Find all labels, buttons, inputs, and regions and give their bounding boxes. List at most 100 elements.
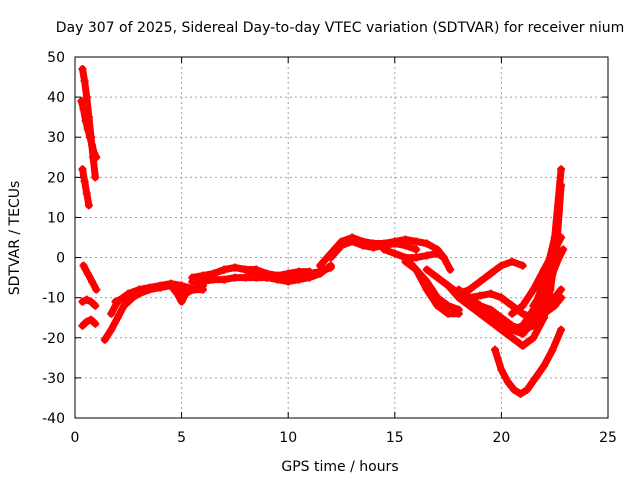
data-point xyxy=(90,149,99,158)
data-point xyxy=(444,301,453,310)
data-point xyxy=(113,313,122,322)
data-point xyxy=(81,117,90,126)
data-point xyxy=(510,385,519,394)
series-t13 xyxy=(210,264,313,282)
data-layer xyxy=(77,65,568,398)
data-point xyxy=(412,265,421,274)
data-point xyxy=(433,293,442,302)
data-point xyxy=(529,301,538,310)
data-point xyxy=(111,297,120,306)
data-point xyxy=(83,269,92,278)
data-point xyxy=(130,289,139,298)
y-axis-label: SDTVAR / TECUs xyxy=(7,181,23,296)
data-point xyxy=(508,333,517,342)
data-point xyxy=(531,373,540,382)
x-tick-label: 10 xyxy=(279,430,297,446)
data-point xyxy=(439,253,448,262)
data-point xyxy=(454,305,463,314)
data-point xyxy=(92,285,101,294)
data-point xyxy=(369,243,378,252)
data-point xyxy=(454,289,463,298)
plot-frame xyxy=(74,56,609,419)
x-tick-label: 5 xyxy=(177,430,186,446)
data-point xyxy=(84,201,93,210)
data-point xyxy=(337,241,346,250)
data-point xyxy=(305,269,314,278)
data-point xyxy=(326,253,335,262)
data-point xyxy=(422,239,431,248)
data-point xyxy=(85,133,94,142)
data-point xyxy=(465,293,474,302)
x-tick-label: 20 xyxy=(492,430,510,446)
series-t27 xyxy=(491,326,565,398)
y-tick-label: 0 xyxy=(56,251,65,267)
data-point xyxy=(91,319,100,328)
data-point xyxy=(139,285,148,294)
series-t4 xyxy=(80,262,100,294)
data-point xyxy=(358,241,367,250)
data-point xyxy=(486,269,495,278)
data-point xyxy=(518,341,527,350)
data-point xyxy=(92,153,101,162)
data-point xyxy=(173,289,182,298)
x-axis-label: GPS time / hours xyxy=(281,459,398,475)
data-point xyxy=(554,253,563,262)
data-point xyxy=(107,325,116,334)
data-point xyxy=(209,269,218,278)
data-point xyxy=(486,313,495,322)
data-point xyxy=(529,285,538,294)
y-tick-label: 30 xyxy=(47,130,65,146)
data-point xyxy=(80,177,89,186)
x-tick-label: 25 xyxy=(599,430,617,446)
y-tick-label: -20 xyxy=(42,331,65,347)
data-point xyxy=(540,285,549,294)
data-point xyxy=(412,245,421,254)
data-point xyxy=(326,263,335,272)
data-point xyxy=(508,321,517,330)
data-point xyxy=(548,269,557,278)
data-point xyxy=(78,65,87,74)
data-point xyxy=(100,335,109,344)
data-point xyxy=(486,289,495,298)
data-point xyxy=(550,293,559,302)
series-t3 xyxy=(79,165,93,209)
data-point xyxy=(177,285,186,294)
data-point xyxy=(82,295,91,304)
data-point xyxy=(82,189,91,198)
data-point xyxy=(540,265,549,274)
x-tick-label: 15 xyxy=(386,430,404,446)
data-point xyxy=(518,261,527,270)
data-point xyxy=(88,141,97,150)
data-point xyxy=(284,273,293,282)
data-point xyxy=(444,281,453,290)
data-point xyxy=(120,301,129,310)
data-point xyxy=(273,271,282,280)
chart-title: Day 307 of 2025, Sidereal Day-to-day VTE… xyxy=(56,20,625,36)
data-point xyxy=(540,361,549,370)
data-point xyxy=(433,249,442,258)
data-point xyxy=(557,325,566,334)
data-point xyxy=(491,345,500,354)
data-point xyxy=(516,389,525,398)
data-point xyxy=(497,365,506,374)
data-point xyxy=(540,309,549,318)
data-point xyxy=(552,241,561,250)
data-point xyxy=(348,237,357,246)
data-point xyxy=(380,245,389,254)
data-point xyxy=(422,265,431,274)
data-point xyxy=(149,283,158,292)
data-point xyxy=(476,277,485,286)
data-point xyxy=(446,265,455,274)
data-point xyxy=(188,277,197,286)
data-point xyxy=(230,273,239,282)
data-point xyxy=(422,277,431,286)
data-point xyxy=(241,273,250,282)
data-point xyxy=(557,285,566,294)
data-point xyxy=(433,301,442,310)
data-point xyxy=(316,261,325,270)
data-point xyxy=(433,273,442,282)
data-point xyxy=(444,309,453,318)
data-point xyxy=(518,301,527,310)
data-point xyxy=(548,345,557,354)
data-point xyxy=(91,301,100,310)
